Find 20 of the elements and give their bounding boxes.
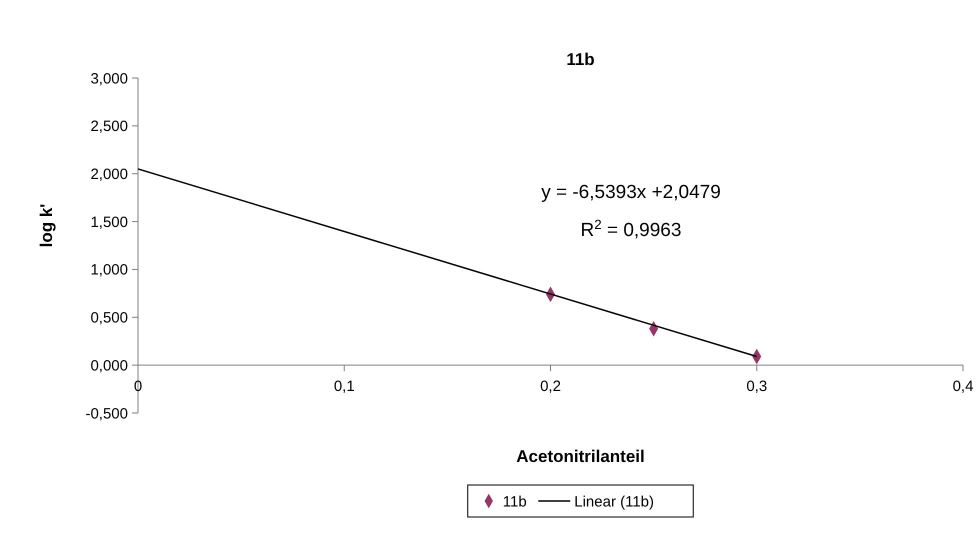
x-tick-label: 0,2	[540, 378, 561, 396]
y-tick-label: -0,500	[85, 405, 128, 422]
y-axis-title: log k'	[37, 204, 56, 248]
y-tick-label: 0,000	[90, 357, 128, 374]
x-tick-label: 0,3	[746, 378, 768, 396]
legend-label: 11b	[502, 493, 527, 510]
y-tick-label: 3,000	[90, 70, 128, 88]
x-tick-label: 0	[134, 378, 142, 396]
y-tick-label: 1,500	[90, 214, 128, 231]
y-tick-label: 1,000	[90, 262, 128, 279]
chart-title: 11b	[566, 50, 595, 69]
y-tick-label: 0,500	[90, 310, 128, 327]
x-axis-title: Acetonitrilanteil	[516, 447, 645, 466]
annotation: R$^{2}$ = 0,9963	[580, 216, 682, 241]
legend-label: Linear (11b)	[574, 493, 654, 510]
annotation: y = -6,5393x +2,0479	[541, 182, 721, 203]
y-tick-label: 2,500	[90, 118, 128, 136]
y-tick-label: 2,000	[90, 166, 128, 183]
x-tick-label: 0,1	[334, 378, 355, 396]
x-tick-label: 0,4	[952, 378, 974, 396]
